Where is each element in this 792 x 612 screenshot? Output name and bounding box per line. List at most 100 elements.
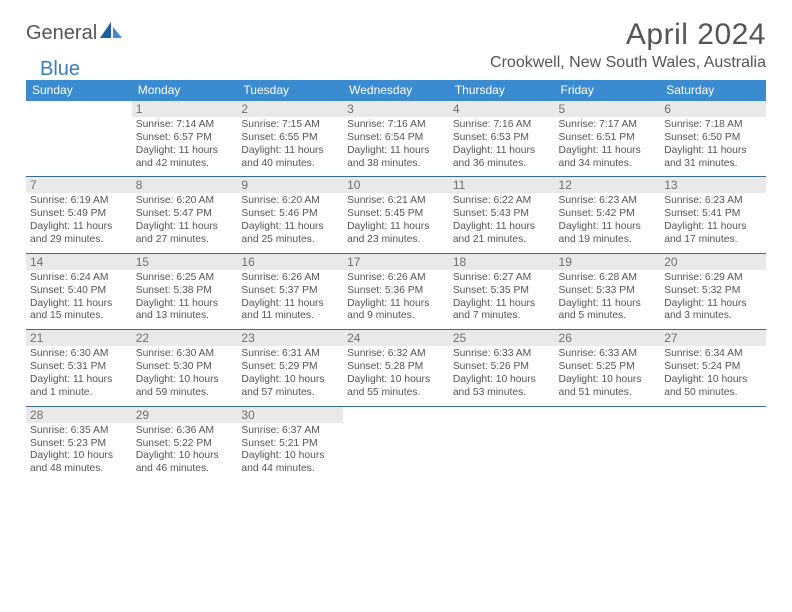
day-number: 25 — [449, 330, 555, 346]
calendar-week-row: 21Sunrise: 6:30 AMSunset: 5:31 PMDayligh… — [26, 330, 766, 406]
sunset-text: Sunset: 5:49 PM — [30, 208, 128, 221]
sunrise-text: Sunrise: 6:32 AM — [347, 348, 445, 361]
day-body: Sunrise: 6:26 AMSunset: 5:37 PMDaylight:… — [237, 270, 343, 329]
sunset-text: Sunset: 6:50 PM — [664, 132, 762, 145]
day-body: Sunrise: 6:19 AMSunset: 5:49 PMDaylight:… — [26, 193, 132, 252]
day-body: Sunrise: 6:23 AMSunset: 5:42 PMDaylight:… — [555, 193, 661, 252]
calendar-cell: 11Sunrise: 6:22 AMSunset: 5:43 PMDayligh… — [449, 177, 555, 253]
calendar-week-row: 1Sunrise: 7:14 AMSunset: 6:57 PMDaylight… — [26, 101, 766, 177]
sunrise-text: Sunrise: 6:29 AM — [664, 272, 762, 285]
title-block: April 2024 Crookwell, New South Wales, A… — [490, 18, 766, 72]
sunrise-text: Sunrise: 6:34 AM — [664, 348, 762, 361]
day-number: 1 — [132, 101, 238, 117]
sunrise-text: Sunrise: 6:19 AM — [30, 195, 128, 208]
sunset-text: Sunset: 6:54 PM — [347, 132, 445, 145]
day-body: Sunrise: 7:17 AMSunset: 6:51 PMDaylight:… — [555, 117, 661, 176]
calendar-cell: 26Sunrise: 6:33 AMSunset: 5:25 PMDayligh… — [555, 330, 661, 406]
day-number: 30 — [237, 407, 343, 423]
day-body: Sunrise: 7:14 AMSunset: 6:57 PMDaylight:… — [132, 117, 238, 176]
sunrise-text: Sunrise: 6:21 AM — [347, 195, 445, 208]
day-body — [555, 423, 661, 477]
day-number: 23 — [237, 330, 343, 346]
sunrise-text: Sunrise: 6:36 AM — [136, 425, 234, 438]
calendar-cell: 23Sunrise: 6:31 AMSunset: 5:29 PMDayligh… — [237, 330, 343, 406]
sunset-text: Sunset: 5:33 PM — [559, 285, 657, 298]
calendar-cell: 21Sunrise: 6:30 AMSunset: 5:31 PMDayligh… — [26, 330, 132, 406]
sunrise-text: Sunrise: 6:26 AM — [347, 272, 445, 285]
daylight-text: Daylight: 11 hours and 1 minute. — [30, 374, 128, 400]
location-text: Crookwell, New South Wales, Australia — [490, 54, 766, 72]
daylight-text: Daylight: 11 hours and 34 minutes. — [559, 145, 657, 171]
sunset-text: Sunset: 5:38 PM — [136, 285, 234, 298]
sunset-text: Sunset: 5:45 PM — [347, 208, 445, 221]
sunrise-text: Sunrise: 6:24 AM — [30, 272, 128, 285]
sunset-text: Sunset: 5:37 PM — [241, 285, 339, 298]
sunrise-text: Sunrise: 6:20 AM — [136, 195, 234, 208]
day-body: Sunrise: 6:28 AMSunset: 5:33 PMDaylight:… — [555, 270, 661, 329]
daylight-text: Daylight: 11 hours and 3 minutes. — [664, 298, 762, 324]
day-number: 9 — [237, 177, 343, 193]
calendar-cell — [660, 406, 766, 482]
daylight-text: Daylight: 11 hours and 5 minutes. — [559, 298, 657, 324]
calendar-cell: 4Sunrise: 7:16 AMSunset: 6:53 PMDaylight… — [449, 101, 555, 177]
calendar-cell: 30Sunrise: 6:37 AMSunset: 5:21 PMDayligh… — [237, 406, 343, 482]
sail-icon — [100, 22, 124, 45]
calendar-cell — [555, 406, 661, 482]
day-number: 22 — [132, 330, 238, 346]
calendar-cell: 10Sunrise: 6:21 AMSunset: 5:45 PMDayligh… — [343, 177, 449, 253]
day-number — [26, 101, 132, 117]
day-number: 26 — [555, 330, 661, 346]
daylight-text: Daylight: 11 hours and 19 minutes. — [559, 221, 657, 247]
day-number: 18 — [449, 254, 555, 270]
sunrise-text: Sunrise: 6:28 AM — [559, 272, 657, 285]
sunrise-text: Sunrise: 6:31 AM — [241, 348, 339, 361]
weekday-header: Saturday — [660, 80, 766, 101]
sunrise-text: Sunrise: 6:33 AM — [559, 348, 657, 361]
calendar-cell: 12Sunrise: 6:23 AMSunset: 5:42 PMDayligh… — [555, 177, 661, 253]
day-number: 4 — [449, 101, 555, 117]
daylight-text: Daylight: 10 hours and 48 minutes. — [30, 450, 128, 476]
calendar-cell: 22Sunrise: 6:30 AMSunset: 5:30 PMDayligh… — [132, 330, 238, 406]
daylight-text: Daylight: 11 hours and 17 minutes. — [664, 221, 762, 247]
day-number: 3 — [343, 101, 449, 117]
sunset-text: Sunset: 5:41 PM — [664, 208, 762, 221]
day-number: 17 — [343, 254, 449, 270]
weekday-header: Friday — [555, 80, 661, 101]
sunrise-text: Sunrise: 6:35 AM — [30, 425, 128, 438]
day-body: Sunrise: 6:22 AMSunset: 5:43 PMDaylight:… — [449, 193, 555, 252]
sunset-text: Sunset: 5:25 PM — [559, 361, 657, 374]
day-body — [449, 423, 555, 477]
daylight-text: Daylight: 11 hours and 36 minutes. — [453, 145, 551, 171]
day-number: 6 — [660, 101, 766, 117]
sunset-text: Sunset: 5:24 PM — [664, 361, 762, 374]
daylight-text: Daylight: 11 hours and 23 minutes. — [347, 221, 445, 247]
daylight-text: Daylight: 11 hours and 42 minutes. — [136, 145, 234, 171]
sunset-text: Sunset: 5:29 PM — [241, 361, 339, 374]
calendar-cell: 2Sunrise: 7:15 AMSunset: 6:55 PMDaylight… — [237, 101, 343, 177]
day-body: Sunrise: 6:35 AMSunset: 5:23 PMDaylight:… — [26, 423, 132, 482]
day-body: Sunrise: 6:23 AMSunset: 5:41 PMDaylight:… — [660, 193, 766, 252]
day-number — [660, 407, 766, 423]
daylight-text: Daylight: 10 hours and 59 minutes. — [136, 374, 234, 400]
day-number: 24 — [343, 330, 449, 346]
day-number: 13 — [660, 177, 766, 193]
calendar-table: Sunday Monday Tuesday Wednesday Thursday… — [26, 80, 766, 482]
day-number: 5 — [555, 101, 661, 117]
day-number: 16 — [237, 254, 343, 270]
calendar-cell: 16Sunrise: 6:26 AMSunset: 5:37 PMDayligh… — [237, 253, 343, 329]
calendar-body: 1Sunrise: 7:14 AMSunset: 6:57 PMDaylight… — [26, 101, 766, 482]
sunset-text: Sunset: 6:51 PM — [559, 132, 657, 145]
day-number: 2 — [237, 101, 343, 117]
daylight-text: Daylight: 10 hours and 46 minutes. — [136, 450, 234, 476]
weekday-header: Tuesday — [237, 80, 343, 101]
sunset-text: Sunset: 5:31 PM — [30, 361, 128, 374]
calendar-page: General April 2024 Crookwell, New South … — [0, 0, 792, 482]
calendar-week-row: 14Sunrise: 6:24 AMSunset: 5:40 PMDayligh… — [26, 253, 766, 329]
daylight-text: Daylight: 11 hours and 31 minutes. — [664, 145, 762, 171]
sunset-text: Sunset: 5:35 PM — [453, 285, 551, 298]
sunset-text: Sunset: 6:53 PM — [453, 132, 551, 145]
day-number: 21 — [26, 330, 132, 346]
daylight-text: Daylight: 11 hours and 7 minutes. — [453, 298, 551, 324]
day-body: Sunrise: 6:34 AMSunset: 5:24 PMDaylight:… — [660, 346, 766, 405]
calendar-cell — [343, 406, 449, 482]
